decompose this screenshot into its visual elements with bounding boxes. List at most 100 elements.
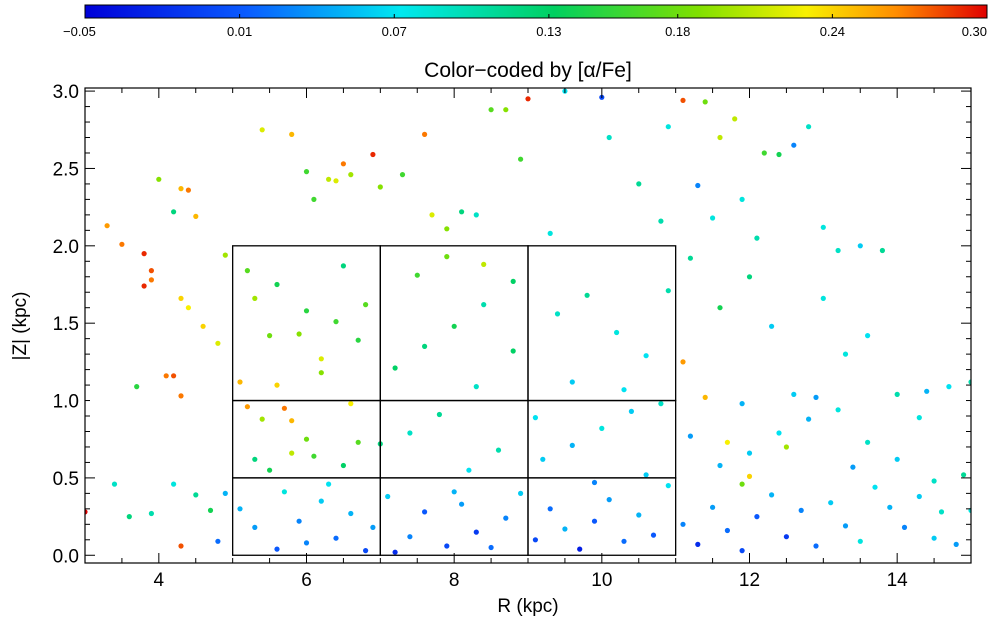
data-point: [444, 543, 450, 549]
y-tick-label: 2.5: [53, 159, 79, 180]
data-point: [687, 255, 694, 261]
x-axis-label: R (kpc): [497, 596, 558, 617]
data-point: [746, 473, 753, 479]
data-point: [525, 96, 531, 102]
data-point: [178, 393, 184, 399]
data-point: [392, 549, 398, 555]
data-point: [901, 524, 908, 531]
data-point: [311, 196, 317, 202]
data-point: [333, 319, 339, 325]
data-point: [850, 464, 856, 470]
data-point: [577, 546, 583, 552]
data-point: [710, 215, 716, 221]
data-point: [503, 107, 509, 113]
data-point: [643, 353, 649, 359]
data-point: [739, 548, 745, 554]
data-point: [348, 172, 354, 178]
data-point: [318, 498, 324, 504]
data-point: [370, 524, 376, 531]
data-point: [340, 263, 346, 269]
data-point: [806, 416, 812, 422]
data-point: [451, 323, 457, 329]
data-point: [244, 404, 250, 410]
data-point: [695, 182, 701, 189]
data-point: [178, 543, 184, 549]
data-point: [665, 483, 671, 489]
data-point: [451, 489, 457, 495]
data-point: [104, 223, 110, 229]
data-point: [237, 379, 243, 385]
data-point: [274, 382, 280, 388]
data-point: [473, 529, 479, 535]
data-point: [636, 181, 642, 187]
data-point: [289, 418, 295, 424]
data-point: [281, 489, 287, 495]
data-point: [680, 97, 686, 103]
data-point: [215, 340, 221, 346]
data-point: [289, 131, 295, 137]
x-tick-label: 12: [739, 570, 760, 591]
data-point: [422, 343, 428, 349]
data-point: [717, 134, 723, 141]
data-point: [938, 509, 945, 515]
data-point: [569, 379, 575, 385]
data-point: [680, 521, 686, 527]
data-point: [222, 490, 228, 496]
data-point: [842, 351, 849, 357]
data-point: [835, 247, 841, 254]
data-point: [924, 388, 930, 394]
data-point: [754, 235, 760, 241]
data-point: [717, 305, 723, 311]
data-point: [769, 323, 775, 329]
data-point: [865, 333, 871, 339]
data-point: [746, 274, 753, 280]
data-point: [621, 538, 627, 544]
colorbar-tick-label: −0.05: [63, 24, 96, 39]
data-point: [252, 456, 258, 462]
data-point: [488, 107, 494, 113]
data-point: [540, 456, 546, 462]
data-point: [171, 481, 177, 487]
bin-box: [379, 399, 529, 479]
data-point: [303, 169, 310, 175]
data-point: [724, 527, 731, 534]
y-tick-label: 0.0: [53, 546, 79, 567]
data-point: [931, 535, 937, 541]
data-point: [459, 209, 465, 215]
y-tick-label: 1.0: [53, 392, 79, 413]
y-axis-label: |Z| (kpc): [10, 292, 31, 361]
data-point: [606, 497, 612, 503]
data-point: [259, 416, 265, 422]
data-point: [422, 509, 428, 515]
data-point: [584, 292, 590, 298]
data-point: [739, 401, 745, 407]
data-point: [916, 493, 922, 500]
data-point: [326, 481, 332, 487]
data-point: [776, 151, 782, 158]
x-tick-label: 4: [154, 570, 165, 591]
data-point: [333, 178, 339, 184]
data-point: [658, 218, 664, 224]
data-point: [710, 504, 716, 510]
data-point: [643, 472, 649, 478]
data-point: [207, 507, 214, 513]
y-axis-ticks: 0.0 0.5 1.0 1.5 2.0 2.5 3.0: [53, 82, 971, 567]
data-point: [695, 541, 701, 548]
data-point: [340, 161, 346, 167]
data-point: [134, 384, 140, 390]
data-point: [473, 384, 479, 390]
data-point: [407, 534, 413, 540]
data-point: [650, 532, 657, 538]
data-point: [274, 281, 280, 288]
data-point: [222, 252, 228, 258]
data-point: [783, 534, 790, 540]
y-tick-label: 3.0: [53, 82, 79, 103]
data-point: [252, 524, 258, 531]
data-point: [813, 394, 819, 400]
data-point: [267, 333, 273, 339]
bin-boxes: [232, 245, 677, 556]
bin-box: [379, 245, 529, 402]
data-point: [348, 510, 354, 517]
data-point: [85, 509, 88, 515]
data-point: [783, 444, 790, 450]
